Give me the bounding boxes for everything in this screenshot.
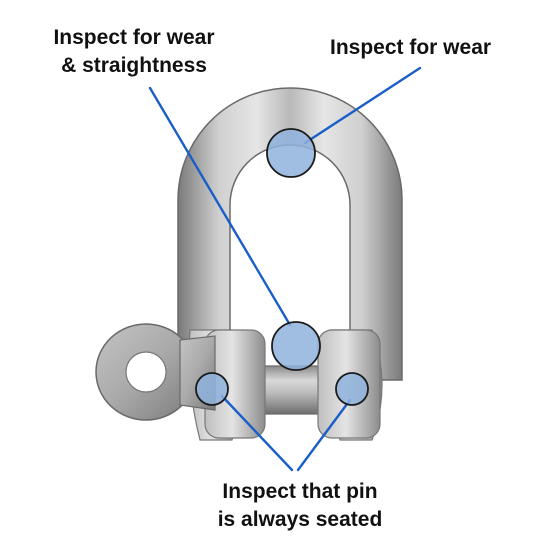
marker-pin-left (195, 372, 229, 406)
label-line: is always seated (217, 508, 383, 531)
marker-pin-center (271, 321, 321, 371)
callout-line-pin-right (296, 398, 352, 472)
label-inspect-wear: Inspect for wear (330, 34, 491, 62)
callout-line-wear-straightness (148, 86, 292, 327)
label-inspect-wear-straightness: Inspect for wear & straightness (34, 24, 234, 80)
callout-line-wear (303, 66, 422, 145)
label-inspect-pin-seated: Inspect that pin is always seated (190, 478, 410, 534)
shackle-bow (177, 87, 403, 381)
label-line: Inspect for wear (53, 26, 215, 49)
marker-bow-top (266, 128, 316, 178)
pin-eye-hole (125, 351, 167, 393)
label-line: Inspect that pin (222, 480, 378, 503)
callout-line-pin-left (220, 394, 294, 472)
label-line: & straightness (61, 54, 207, 77)
label-line: Inspect for wear (330, 36, 492, 59)
marker-pin-right (335, 372, 369, 406)
